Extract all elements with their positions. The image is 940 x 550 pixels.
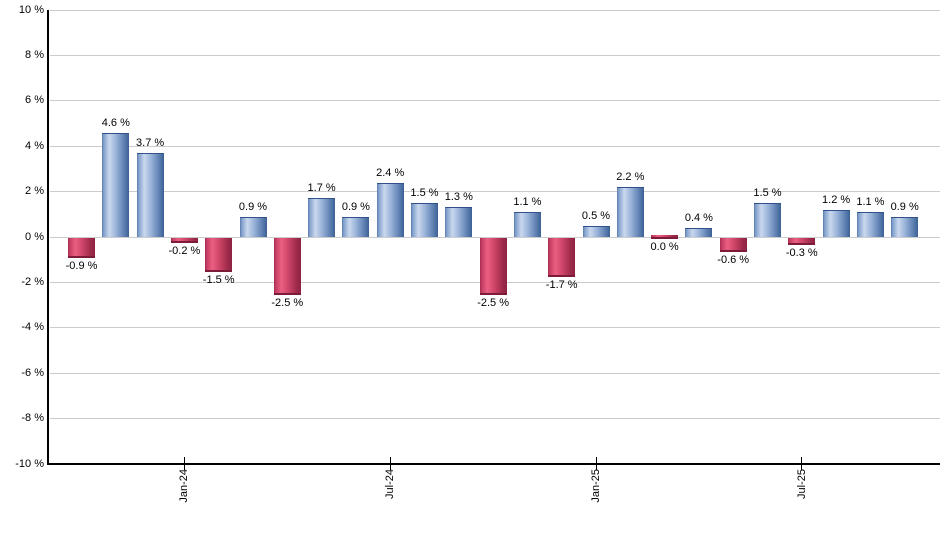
- y-axis-tick-label: -6 %: [21, 366, 44, 379]
- bar: [548, 238, 576, 277]
- bar-value-label: -0.6 %: [717, 253, 750, 266]
- bar-value-label: -0.2 %: [168, 244, 201, 257]
- bar: [788, 238, 816, 245]
- bar-value-label: 3.7 %: [136, 137, 165, 149]
- bar-value-label: 1.7 %: [307, 182, 336, 195]
- bar-value-label: 1.3 %: [444, 191, 473, 204]
- y-axis-tick-label: 4 %: [25, 139, 44, 152]
- bar-value-label: -0.9 %: [65, 260, 98, 273]
- bar-value-label: 1.1 %: [856, 196, 885, 209]
- bar: [685, 227, 713, 237]
- bar-value-label: -2.5 %: [477, 296, 509, 309]
- bar: [445, 207, 473, 237]
- bar-value-label: 0.9 %: [238, 200, 268, 213]
- gridline: [50, 327, 940, 329]
- gridline: [50, 100, 940, 102]
- bar: [308, 198, 336, 237]
- bar: [68, 238, 95, 259]
- x-axis-tick-label: Jan-24: [178, 469, 191, 503]
- y-axis-line: [47, 10, 49, 465]
- bar-value-label: 0.9 %: [341, 200, 370, 213]
- gridline: [50, 418, 940, 420]
- bar: [170, 238, 198, 243]
- x-axis-tick: [595, 457, 597, 470]
- gridline: [50, 191, 940, 193]
- y-axis-tick-label: -4 %: [21, 321, 44, 334]
- y-axis-tick-label: 6 %: [25, 94, 44, 107]
- y-axis-tick-label: 8 %: [25, 48, 44, 61]
- bar: [479, 238, 507, 295]
- bar: [136, 153, 164, 237]
- bar-value-label: 2.4 %: [376, 166, 405, 179]
- bar-value-label: 1.5 %: [410, 186, 439, 199]
- bar-value-label: 4.6 %: [101, 116, 130, 129]
- bar: [513, 212, 541, 237]
- bar: [582, 225, 610, 237]
- bar: [239, 216, 267, 237]
- bar: [754, 202, 781, 237]
- bar-value-label: 0.0 %: [650, 241, 679, 253]
- y-axis-tick-label: 0 %: [25, 230, 44, 243]
- bar-value-label: 0.4 %: [684, 211, 713, 224]
- bar: [102, 132, 130, 237]
- bar-value-label: 1.1 %: [513, 196, 542, 209]
- x-axis-tick: [389, 457, 391, 470]
- x-axis-tick-label: Jan-25: [590, 469, 602, 503]
- y-axis-tick-label: -10 %: [15, 457, 44, 470]
- bar-value-label: 1.5 %: [753, 186, 782, 199]
- bar-value-label: -2.5 %: [271, 296, 304, 309]
- gridline: [50, 9, 940, 11]
- gridline: [50, 236, 940, 238]
- bar-value-label: -1.7 %: [545, 278, 578, 291]
- gridline: [50, 54, 940, 56]
- y-axis-tick-label: 2 %: [25, 185, 44, 198]
- bar-value-label: -0.3 %: [785, 246, 818, 259]
- bar-value-label: 0.5 %: [581, 209, 611, 222]
- x-axis-tick: [183, 457, 185, 470]
- bar: [651, 235, 679, 239]
- x-axis-tick-label: Jul-25: [795, 469, 808, 499]
- y-axis-tick-label: -8 %: [21, 412, 44, 425]
- bar: [856, 212, 884, 237]
- bar: [205, 238, 233, 273]
- bar-value-label: -1.5 %: [202, 274, 235, 287]
- bar: [822, 209, 850, 237]
- bar: [891, 216, 919, 237]
- bar: [342, 216, 370, 237]
- y-axis-tick-label: 10 %: [18, 3, 44, 16]
- gridline: [50, 145, 940, 147]
- bar: [616, 187, 644, 237]
- bar-value-label: 2.2 %: [616, 171, 645, 184]
- x-axis-line: [47, 463, 940, 465]
- x-axis-tick-label: Jul-24: [384, 469, 397, 499]
- bar: [411, 202, 438, 237]
- bar: [719, 238, 747, 252]
- x-axis-tick: [801, 457, 803, 470]
- bar-value-label: 1.2 %: [822, 193, 851, 206]
- bar-value-label: 0.9 %: [890, 200, 919, 213]
- bar: [273, 238, 301, 295]
- gridline: [50, 372, 940, 374]
- bar: [376, 182, 404, 237]
- y-axis-tick-label: -2 %: [21, 275, 44, 288]
